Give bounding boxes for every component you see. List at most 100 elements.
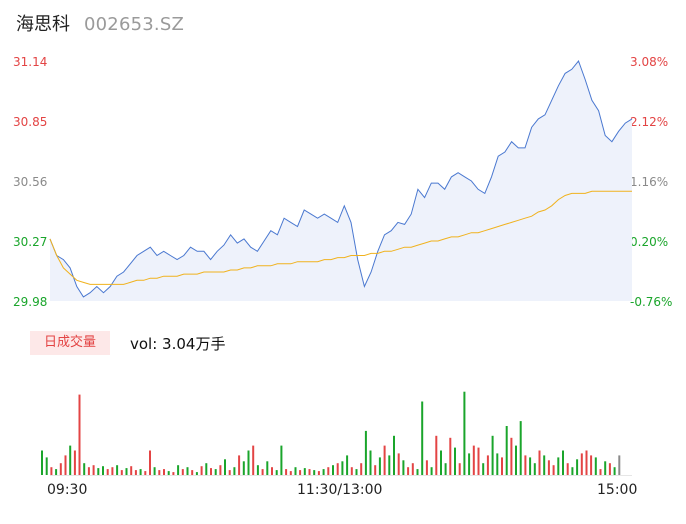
volume-bar: [153, 467, 156, 475]
volume-bar: [210, 468, 212, 475]
time-midday: 11:30/13:00: [297, 482, 383, 498]
volume-bar: [45, 457, 48, 475]
volume-bar: [529, 457, 532, 475]
volume-bar: [242, 461, 245, 475]
volume-bar: [444, 463, 447, 475]
volume-bar: [557, 457, 560, 475]
volume-bar: [83, 463, 86, 475]
time-open: 09:30: [47, 482, 88, 498]
volume-bar: [421, 401, 424, 475]
volume-bar: [64, 455, 67, 475]
volume-bar: [369, 450, 372, 475]
pct-tick-4: 0.20%: [630, 235, 669, 249]
volume-bar: [134, 470, 137, 475]
volume-bar: [341, 461, 344, 475]
volume-bar: [491, 435, 494, 475]
volume-bar: [186, 467, 189, 475]
price-tick-low: 29.98: [13, 295, 48, 309]
volume-bar: [106, 469, 109, 475]
price-tick-2: 30.85: [13, 115, 48, 129]
volume-bar: [524, 455, 527, 475]
volume-bar: [411, 463, 414, 475]
volume-bar: [308, 469, 311, 475]
volume-bar: [468, 453, 471, 475]
volume-bar: [440, 450, 442, 475]
volume-bar: [562, 450, 564, 475]
volume-bar: [515, 445, 517, 475]
volume-bar: [256, 465, 259, 475]
volume-bar: [130, 466, 133, 475]
volume-bar: [613, 467, 616, 475]
volume-bar: [604, 461, 607, 475]
volume-bar: [463, 391, 466, 475]
volume-bar: [125, 468, 128, 475]
volume-bar: [271, 467, 273, 475]
volume-bar: [224, 459, 226, 475]
volume-bar: [181, 469, 184, 475]
volume-bar: [355, 469, 358, 475]
volume-bar: [172, 472, 175, 475]
pct-tick-prev-close: 1.16%: [630, 175, 669, 189]
volume-bar: [397, 453, 400, 475]
volume-bar: [501, 457, 503, 475]
volume-bar: [332, 465, 334, 475]
volume-bar: [92, 465, 95, 475]
volume-bar: [374, 465, 377, 475]
volume-bar: [477, 447, 480, 475]
volume-bar: [486, 455, 489, 475]
volume-bar: [336, 463, 339, 475]
volume-bar: [247, 450, 250, 475]
volume-bar: [458, 463, 461, 475]
time-close: 15:00: [597, 482, 638, 498]
pct-tick-low: -0.76%: [630, 295, 673, 309]
volume-bar: [346, 455, 349, 475]
pct-tick-2: 2.12%: [630, 115, 669, 129]
volume-bar: [177, 465, 180, 475]
volume-bar: [430, 467, 433, 475]
volume-bar: [552, 465, 555, 475]
volume-bar: [594, 457, 597, 475]
volume-bar: [538, 450, 541, 475]
volume-bar: [360, 463, 363, 475]
volume-bar: [303, 468, 306, 475]
price-area: [50, 61, 632, 301]
pct-tick-high: 3.08%: [630, 55, 669, 69]
volume-bar: [97, 468, 100, 475]
price-tick-high: 31.14: [13, 55, 48, 69]
volume-bar: [59, 463, 62, 475]
volume-bar: [585, 450, 588, 475]
volume-bar: [280, 445, 283, 475]
volume-bar: [533, 463, 536, 475]
volume-bar: [327, 467, 330, 475]
price-tick-4: 30.27: [13, 235, 48, 249]
volume-bar: [317, 471, 320, 475]
volume-bar: [322, 469, 325, 475]
volume-bar: [449, 437, 452, 475]
volume-tab[interactable]: 日成交量: [30, 331, 110, 355]
volume-bar: [266, 461, 269, 475]
stock-code: 002653.SZ: [84, 14, 184, 35]
volume-value: vol: 3.04万手: [130, 335, 226, 353]
volume-bar: [87, 467, 90, 475]
average-price-line: [49, 190, 632, 285]
volume-bar: [285, 469, 288, 475]
volume-bar: [144, 471, 147, 475]
volume-bar: [416, 469, 419, 475]
volume-bar: [472, 445, 475, 475]
volume-bar: [383, 445, 386, 475]
volume-bar: [120, 470, 123, 475]
volume-bar: [378, 457, 381, 475]
volume-bar: [55, 469, 58, 475]
volume-bar: [261, 469, 264, 475]
volume-bar: [111, 467, 114, 475]
volume-bar: [571, 467, 574, 475]
volume-bar: [519, 421, 522, 475]
volume-bar: [41, 450, 43, 475]
volume-bar: [163, 469, 165, 475]
volume-bar: [599, 469, 602, 475]
volume-bar: [289, 471, 292, 475]
volume-bar: [482, 463, 485, 475]
volume-bar: [116, 465, 119, 475]
price-tick-prev-close: 30.56: [13, 175, 48, 189]
